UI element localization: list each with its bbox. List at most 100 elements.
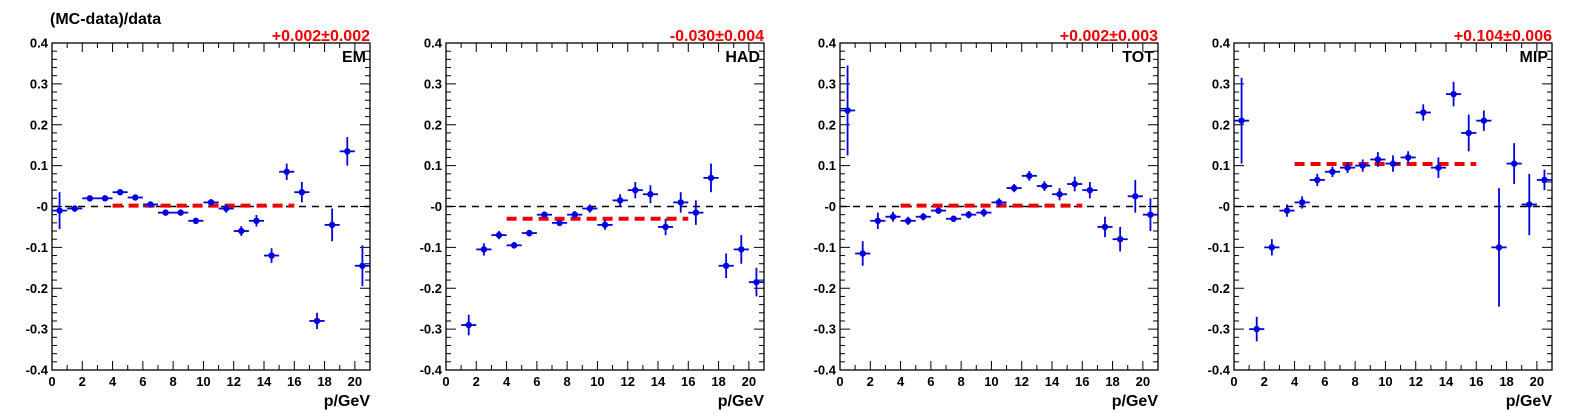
x-tick-label: 16: [1469, 374, 1483, 389]
point-marker: [56, 207, 63, 214]
y-tick-label: -0.4: [814, 363, 837, 378]
y-tick-label: -0.4: [26, 363, 49, 378]
point-marker: [859, 250, 866, 257]
panel-label: TOT: [1122, 49, 1154, 66]
y-tick-label: 0.1: [1212, 158, 1230, 173]
panel-label: HAD: [725, 49, 760, 66]
x-tick-label: 12: [620, 374, 634, 389]
data-point: [1142, 198, 1158, 232]
data-point: [915, 213, 931, 221]
data-point: [1370, 152, 1386, 167]
x-tick-label: 0: [836, 374, 843, 389]
data-point: [1006, 184, 1022, 193]
x-tick-label: 2: [867, 374, 874, 389]
point-marker: [177, 209, 184, 216]
x-tick-label: 12: [1014, 374, 1028, 389]
data-point: [112, 188, 128, 196]
point-marker: [1026, 172, 1033, 180]
data-point: [1127, 179, 1143, 213]
data-point: [97, 195, 113, 202]
data-point: [354, 245, 370, 287]
x-tick-label: 18: [711, 374, 725, 389]
point-marker: [935, 207, 942, 214]
data-point: [885, 211, 901, 222]
x-tick-label: 8: [958, 374, 965, 389]
point-marker: [510, 242, 518, 249]
point-marker: [662, 223, 669, 231]
point-marker: [1329, 168, 1336, 175]
point-marker: [889, 213, 897, 220]
point-marker: [571, 211, 578, 218]
x-tick-label: 6: [1321, 374, 1328, 389]
data-point: [991, 198, 1007, 207]
x-tick-label: 8: [1352, 374, 1359, 389]
y-tick-label: 0.3: [424, 76, 442, 91]
x-tick-label: 20: [348, 374, 362, 389]
point-marker: [1541, 176, 1548, 184]
x-tick-label: 18: [1105, 374, 1119, 389]
point-marker: [1359, 162, 1366, 169]
x-tick-label: 4: [503, 374, 511, 389]
y-tick-label: 0.4: [424, 36, 443, 51]
x-tick-label: 14: [257, 374, 272, 389]
data-point: [733, 235, 749, 264]
point-marker: [495, 231, 503, 239]
data-point: [658, 218, 674, 236]
y-tick-label: -0.3: [420, 322, 442, 337]
point-marker: [283, 168, 290, 175]
y-tick-label: -0: [824, 199, 836, 214]
data-point: [900, 216, 916, 225]
x-axis-title: p/GeV: [324, 393, 371, 410]
data-point: [688, 200, 704, 225]
data-point: [1052, 188, 1068, 201]
panel-label: MIP: [1520, 49, 1549, 66]
point-marker: [344, 148, 351, 155]
y-tick-label: 0.2: [30, 117, 48, 132]
data-point: [1021, 170, 1037, 181]
x-tick-label: 4: [109, 374, 117, 389]
x-tick-label: 4: [1291, 374, 1299, 389]
point-marker: [1344, 164, 1351, 171]
chart-panel-had: 0 2 4 6 8 10 12 14 16 18 20 -0.4 -0.3 -0.2 -0.1 -0 0.1 0.…: [420, 28, 765, 410]
y-tick-label: -0.1: [1208, 240, 1230, 255]
data-point: [552, 219, 568, 227]
x-tick-label: 16: [1075, 374, 1089, 389]
data-point: [1234, 77, 1250, 164]
point-marker: [738, 246, 745, 253]
fit-result-label: +0.002±0.002: [272, 28, 370, 45]
y-tick-label: -0.1: [420, 240, 442, 255]
x-tick-label: 10: [1378, 374, 1392, 389]
chart-panel-em: 0 2 4 6 8 10 12 14 16 18 20 -0.4 -0.3 -0.2 -0.1 -0 0.1 0.…: [26, 28, 371, 410]
x-tick-label: 6: [139, 374, 146, 389]
point-marker: [86, 195, 94, 202]
data-point: [52, 192, 68, 229]
point-marker: [844, 107, 851, 114]
point-marker: [1010, 184, 1018, 192]
y-tick-label: -0.1: [814, 240, 836, 255]
data-point: [1415, 104, 1431, 121]
data-point: [67, 205, 83, 212]
x-tick-label: 8: [564, 374, 571, 389]
y-tick-label: -0.2: [420, 281, 442, 296]
point-marker: [101, 195, 109, 202]
data-point: [673, 192, 689, 213]
point-marker: [1526, 201, 1533, 208]
data-point: [1264, 239, 1280, 256]
point-marker: [1086, 186, 1094, 194]
point-marker: [1253, 325, 1260, 333]
data-point: [127, 194, 143, 201]
point-marker: [147, 201, 154, 208]
data-point: [1036, 181, 1052, 191]
x-tick-label: 0: [48, 374, 55, 389]
point-marker: [1041, 182, 1048, 190]
y-tick-label: -0: [430, 199, 442, 214]
point-marker: [541, 211, 548, 218]
point-marker: [1435, 164, 1442, 171]
data-point: [1340, 162, 1356, 173]
data-point: [567, 210, 583, 219]
point-marker: [162, 209, 169, 216]
point-marker: [1510, 160, 1518, 167]
y-tick-label: 0.3: [1212, 76, 1230, 91]
x-tick-label: 16: [287, 374, 301, 389]
